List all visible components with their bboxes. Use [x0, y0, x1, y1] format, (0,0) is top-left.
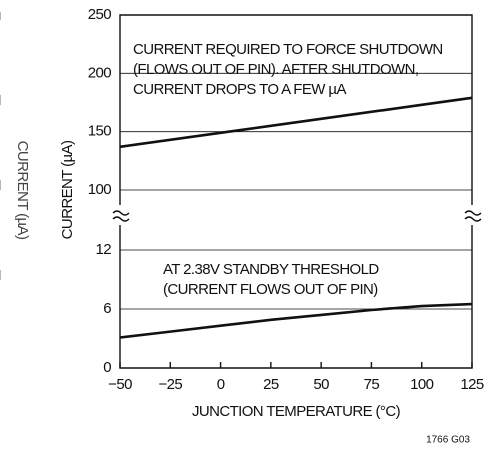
annotation: (CURRENT FLOWS OUT OF PIN)	[163, 281, 378, 298]
x-tick-label: 0	[217, 376, 225, 393]
annotation: AT 2.38V STANDBY THRESHOLD	[163, 261, 379, 278]
annotation: CURRENT REQUIRED TO FORCE SHUTDOWN	[133, 41, 443, 58]
y-tick-label: 12	[96, 241, 112, 258]
y-tick-label: 6	[103, 300, 111, 317]
annotation: (FLOWS OUT OF PIN). AFTER SHUTDOWN,	[133, 61, 418, 78]
y-tick-label: 150	[88, 123, 111, 140]
x-tick-label: −25	[158, 376, 182, 393]
mirrored-label: CURRENT (µA)	[14, 141, 31, 240]
footnote: 1766 G03	[426, 435, 470, 446]
x-tick-label: 125	[460, 376, 483, 393]
x-tick-label: −50	[108, 376, 132, 393]
x-axis-label: JUNCTION TEMPERATURE (°C)	[192, 403, 401, 420]
curve	[119, 302, 473, 339]
x-tick-label: 100	[410, 376, 433, 393]
x-tick-label: 50	[313, 376, 329, 393]
y-tick-label: 100	[88, 181, 111, 198]
y-tick-label: 250	[88, 6, 111, 23]
curve	[119, 96, 473, 149]
y-tick-label: 0	[103, 359, 111, 376]
y-axis-label: CURRENT (µA)	[59, 140, 76, 239]
annotation: CURRENT DROPS TO A FEW µA	[133, 81, 346, 98]
axis-break	[112, 210, 482, 222]
x-tick-label: 75	[364, 376, 380, 393]
x-tick-label: 25	[263, 376, 279, 393]
y-tick-label: 200	[88, 64, 111, 81]
